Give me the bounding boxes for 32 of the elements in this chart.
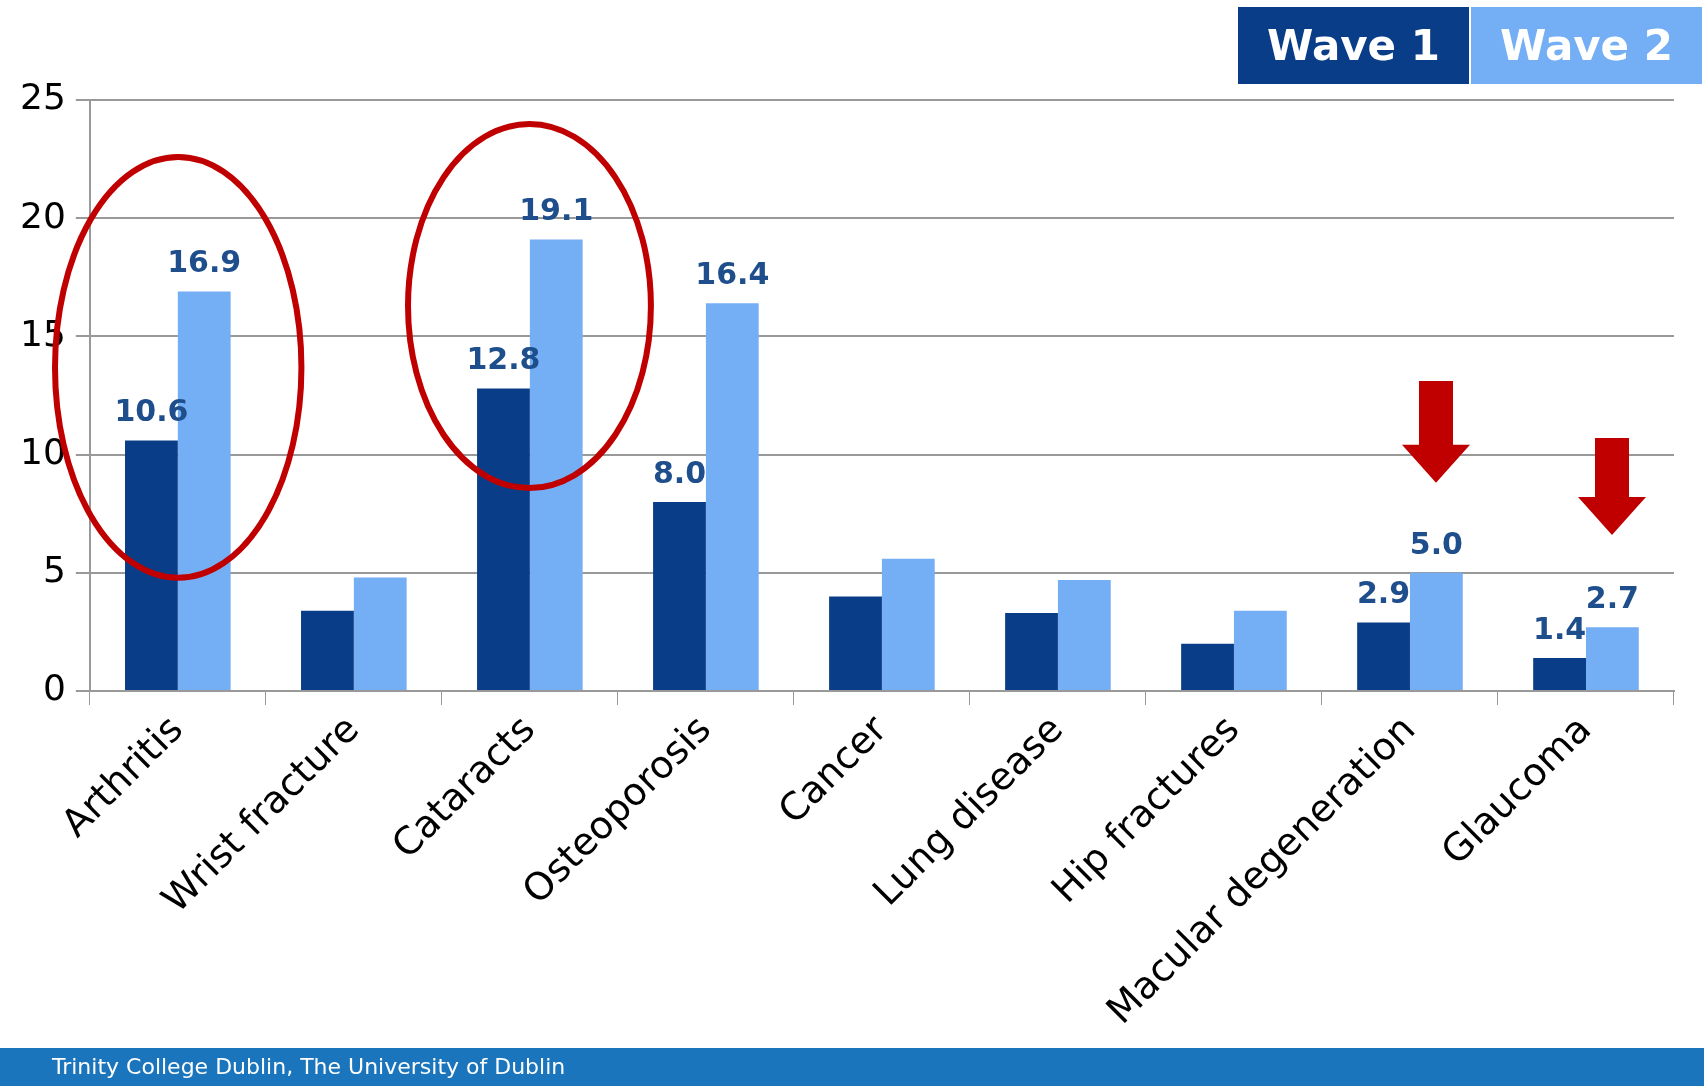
- bar: [1181, 643, 1234, 691]
- data-label: 16.4: [695, 256, 770, 292]
- bar: [353, 577, 407, 691]
- y-tick-label: 0: [42, 667, 66, 709]
- bar: [1357, 622, 1410, 691]
- data-label: 2.9: [1356, 575, 1411, 611]
- bar: [881, 558, 935, 691]
- y-tick-label: 5: [42, 549, 66, 591]
- bar: [1585, 627, 1639, 691]
- y-tick-label: 10: [20, 431, 66, 472]
- data-label: 2.7: [1585, 580, 1639, 616]
- data-label: 19.1: [519, 192, 594, 228]
- bar: [1233, 610, 1287, 691]
- bar: [1005, 613, 1058, 691]
- bar: [705, 303, 759, 691]
- bar: [477, 388, 530, 691]
- y-tick-label: 20: [20, 194, 66, 236]
- bar: [1057, 579, 1111, 691]
- bar: [125, 440, 178, 691]
- y-tick-label: 25: [20, 76, 66, 118]
- bar: [829, 596, 882, 691]
- data-label: 16.9: [167, 244, 242, 280]
- text: Wave 2: [1471, 7, 1704, 84]
- data-label: 5.0: [1409, 525, 1463, 561]
- bar: [1533, 657, 1586, 691]
- text: Wave 1: [1238, 7, 1471, 84]
- data-label: 1.4: [1533, 610, 1587, 646]
- bar: [301, 610, 354, 691]
- bar: [1409, 572, 1463, 691]
- text: Trinity College Dublin, The University of Dublin: [52, 1054, 566, 1079]
- bar: [653, 501, 706, 691]
- data-label: 8.0: [652, 454, 707, 490]
